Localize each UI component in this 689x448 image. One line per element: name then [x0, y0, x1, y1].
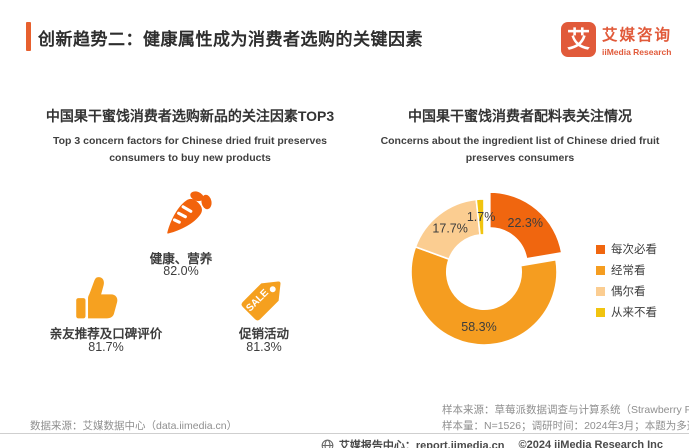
title-accent-bar [26, 22, 31, 51]
legend-swatch [596, 265, 605, 275]
donut-label: 22.3% [508, 216, 543, 230]
logo-name-en: iiMedia Research [601, 47, 672, 57]
legend-swatch [596, 286, 605, 296]
donut-chart: 22.3% 58.3% 17.7%1.7% [410, 191, 563, 346]
donut-label: 17.7% [432, 222, 467, 236]
left-panel-heading: 中国果干蜜饯消费者选购新品的关注因素TOP3 Top 3 concern fac… [30, 106, 350, 167]
sample-info-note: 样本量：N=1526；调研时间：2024年3月；本题为多选 [442, 420, 689, 432]
factor-label: 促销活动 [238, 327, 289, 341]
legend-label: 从来不看 [611, 307, 657, 319]
carrot-icon [167, 191, 212, 234]
donut-label: 1.7% [467, 210, 496, 224]
legend-label: 偶尔看 [611, 286, 646, 298]
donut-slice-经常看 [410, 245, 558, 346]
factor-label: 健康、营养 [149, 252, 213, 266]
right-panel-title: 中国果干蜜饯消费者配料表关注情况 [408, 108, 632, 124]
legend-swatch [596, 307, 605, 317]
donut-slice-从来不看 [475, 198, 485, 236]
logo-mark-icon: 艾 [560, 22, 596, 57]
left-panel-subtitle: Top 3 concern factors for Chinese dried … [30, 133, 350, 167]
legend-swatch [596, 244, 605, 254]
thumbs-up-icon [76, 277, 118, 319]
factor-label: 亲友推荐及口碑评价 [49, 327, 163, 341]
donut-slice-每次必看 [489, 191, 563, 260]
factor-value: 81.3% [246, 340, 282, 354]
sample-source-note: 样本来源：草莓派数据调查与计算系统（Strawberry Pie） [442, 404, 689, 416]
data-source-note: 数据来源：艾媒数据中心（data.iimedia.cn） [30, 420, 238, 432]
legend-item-经常看: 经常看 [596, 262, 657, 278]
logo-text: 艾媒咨询 iiMedia Research [602, 22, 672, 57]
factor-value: 81.7% [88, 340, 124, 354]
chart-legend: 每次必看经常看偶尔看从来不看 [596, 241, 657, 325]
left-panel-title: 中国果干蜜饯消费者选购新品的关注因素TOP3 [45, 108, 335, 124]
sale-tag-icon: SALE [241, 281, 281, 321]
right-panel-subtitle: Concerns about the ingredient list of Ch… [360, 133, 680, 167]
footer-divider [0, 433, 689, 434]
left-panel-subtitle-line1: Top 3 concern factors for Chinese dried … [52, 135, 328, 147]
globe-icon [321, 439, 334, 448]
page-title: 创新趋势二：健康属性成为消费者选购的关键因素 [38, 30, 423, 49]
legend-item-从来不看: 从来不看 [596, 304, 657, 320]
right-panel-heading: 中国果干蜜饯消费者配料表关注情况 Concerns about the ingr… [360, 106, 680, 167]
right-panel-subtitle-line2: preserves consumers [465, 152, 575, 164]
report-center-text: 艾媒报告中心：report.iimedia.cn [338, 440, 505, 448]
legend-item-偶尔看: 偶尔看 [596, 283, 657, 299]
donut-label: 58.3% [461, 320, 496, 334]
left-panel-subtitle-line2: consumers to buy new products [109, 152, 271, 164]
right-panel-subtitle-line1: Concerns about the ingredient list of Ch… [380, 135, 660, 147]
footer-bar: 艾媒报告中心：report.iimedia.cn ©2024 iiMedia R… [321, 437, 663, 448]
legend-label: 每次必看 [611, 244, 657, 256]
legend-label: 经常看 [611, 265, 646, 277]
legend-item-每次必看: 每次必看 [596, 241, 657, 257]
factor-value: 82.0% [163, 264, 199, 278]
copyright-text: ©2024 iiMedia Research Inc [518, 439, 663, 448]
logo-name-cn: 艾媒咨询 [601, 27, 672, 44]
iimedia-logo: 艾 艾媒咨询 iiMedia Research [560, 22, 672, 57]
